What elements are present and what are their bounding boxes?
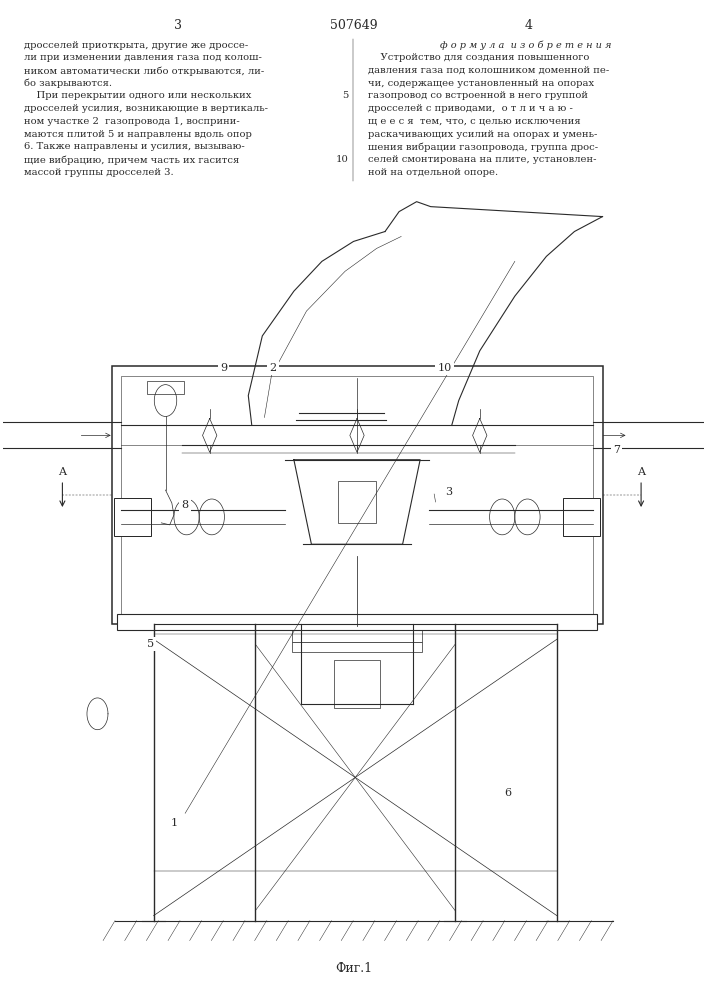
Text: 9: 9: [220, 363, 227, 373]
Text: 6. Также направлены и усилия, вызываю-: 6. Также направлены и усилия, вызываю-: [24, 142, 245, 151]
Text: дросселей с приводами,  о т л и ч а ю -: дросселей с приводами, о т л и ч а ю -: [368, 104, 573, 113]
Text: ли при изменении давления газа под колош-: ли при изменении давления газа под колош…: [24, 53, 262, 62]
Text: 507649: 507649: [329, 19, 378, 32]
Text: шения вибрации газопровода, группа дрос-: шения вибрации газопровода, группа дрос-: [368, 142, 597, 152]
Text: щ е е с я  тем, что, с целью исключения: щ е е с я тем, что, с целью исключения: [368, 117, 580, 126]
Text: щие вибрацию, причем часть их гасится: щие вибрацию, причем часть их гасится: [24, 155, 239, 165]
Text: дросселей усилия, возникающие в вертикаль-: дросселей усилия, возникающие в вертикал…: [24, 104, 268, 113]
Text: чи, содержащее установленный на опорах: чи, содержащее установленный на опорах: [368, 79, 594, 88]
Bar: [334, 660, 380, 708]
Bar: [147, 381, 184, 394]
Bar: [563, 498, 600, 536]
Text: 3: 3: [174, 19, 182, 32]
Text: При перекрытии одного или нескольких: При перекрытии одного или нескольких: [24, 91, 251, 100]
Text: 10: 10: [438, 363, 452, 373]
Text: Фиг.1: Фиг.1: [335, 962, 372, 975]
Bar: [338, 481, 376, 523]
Text: 6: 6: [504, 788, 511, 798]
Text: 4: 4: [525, 19, 533, 32]
Text: A: A: [59, 467, 66, 477]
Text: A: A: [637, 467, 645, 477]
Text: бо закрываются.: бо закрываются.: [24, 79, 112, 88]
Text: газопровод со встроенной в него группой: газопровод со встроенной в него группой: [368, 91, 588, 100]
Text: селей смонтирована на плите, установлен-: селей смонтирована на плите, установлен-: [368, 155, 596, 164]
Text: массой группы дросселей 3.: массой группы дросселей 3.: [24, 168, 173, 177]
Bar: [292, 642, 422, 652]
Bar: [292, 624, 422, 642]
Text: маются плитой 5 и направлены вдоль опор: маются плитой 5 и направлены вдоль опор: [24, 130, 252, 139]
Text: 1: 1: [171, 818, 178, 828]
Text: ф о р м у л а  и з о б р е т е н и я: ф о р м у л а и з о б р е т е н и я: [440, 41, 611, 50]
Text: 5: 5: [146, 639, 153, 649]
Text: 3: 3: [445, 487, 452, 497]
Text: раскачивающих усилий на опорах и умень-: раскачивающих усилий на опорах и умень-: [368, 130, 597, 139]
Text: ником автоматически либо открываются, ли-: ником автоматически либо открываются, ли…: [24, 66, 264, 76]
Bar: [121, 376, 593, 614]
Text: 7: 7: [613, 445, 620, 455]
Text: 5: 5: [342, 91, 349, 100]
Text: 10: 10: [336, 155, 349, 164]
Bar: [115, 498, 151, 536]
Text: давления газа под колошником доменной пе-: давления газа под колошником доменной пе…: [368, 66, 609, 75]
Bar: [112, 366, 602, 624]
Text: Устройство для создания повышенного: Устройство для создания повышенного: [368, 53, 589, 62]
Text: ной на отдельной опоре.: ной на отдельной опоре.: [368, 168, 498, 177]
Text: 2: 2: [269, 363, 276, 373]
Bar: [117, 614, 597, 630]
Text: дросселей приоткрыта, другие же дроссе-: дросселей приоткрыта, другие же дроссе-: [24, 41, 248, 50]
Text: ном участке 2  газопровода 1, восприни-: ном участке 2 газопровода 1, восприни-: [24, 117, 240, 126]
Text: 8: 8: [182, 500, 189, 510]
